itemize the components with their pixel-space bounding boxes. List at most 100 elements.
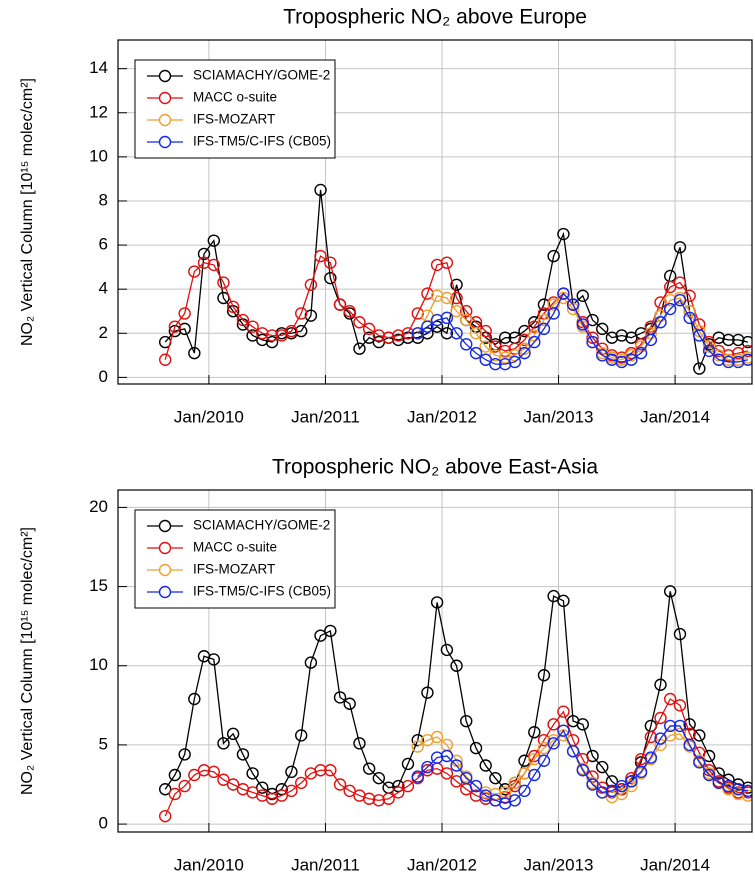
- chart-title: Tropospheric NO₂ above Europe: [283, 6, 587, 29]
- data-point: [411, 327, 424, 340]
- legend: SCIAMACHY/GOME-2 MACC o-suite IFS-MOZART IF…: [134, 509, 336, 609]
- data-point: [702, 340, 716, 353]
- data-point: [324, 256, 337, 269]
- data-point: [304, 309, 318, 322]
- data-point: [285, 765, 298, 779]
- data-point: [547, 718, 560, 731]
- data-point: [518, 342, 531, 355]
- legend-label: IFS-TM5/C-IFS (CB05): [193, 584, 331, 599]
- data-point: [382, 792, 395, 805]
- y-tick-label: 20: [89, 497, 108, 516]
- data-point: [479, 340, 492, 353]
- data-point: [741, 781, 752, 794]
- y-tick-label: 4: [99, 279, 108, 298]
- data-point: [440, 767, 454, 780]
- data-point: [722, 333, 735, 347]
- data-point: [217, 737, 230, 750]
- data-point: [508, 776, 522, 790]
- data-point: [508, 794, 522, 807]
- data-point: [304, 656, 318, 669]
- data-point: [411, 740, 424, 753]
- data-point: [188, 692, 201, 706]
- data-point: [430, 596, 444, 609]
- data-point: [469, 327, 483, 340]
- data-point: [440, 327, 454, 340]
- x-tick-label: Jan/2014: [640, 407, 710, 426]
- plot-area: [159, 585, 752, 823]
- data-point: [188, 265, 201, 278]
- data-point: [207, 653, 220, 666]
- data-point: [168, 320, 182, 333]
- data-point: [654, 732, 667, 745]
- data-point: [644, 333, 658, 347]
- data-point: [702, 344, 716, 358]
- y-tick-label: 14: [89, 58, 108, 77]
- data-point: [547, 733, 560, 747]
- data-point: [362, 322, 376, 336]
- series-line: [164, 189, 749, 371]
- data-point: [722, 783, 735, 796]
- data-point: [741, 353, 752, 366]
- data-point: [353, 737, 366, 750]
- data-point: [732, 783, 745, 796]
- data-point: [732, 355, 745, 369]
- data-point: [450, 659, 463, 672]
- data-point: [673, 719, 687, 733]
- series-line: [164, 698, 748, 817]
- data-point: [576, 289, 589, 302]
- data-point: [207, 258, 220, 272]
- plot-frame: [117, 489, 753, 833]
- data-point: [498, 357, 512, 371]
- data-point: [159, 783, 172, 796]
- data-point: [596, 322, 609, 336]
- x-tick-label: Jan/2010: [174, 407, 244, 426]
- data-point: [722, 355, 735, 369]
- data-point: [382, 331, 395, 344]
- x-tick-label: Jan/2013: [524, 855, 594, 874]
- data-point: [324, 624, 337, 638]
- data-point: [421, 686, 434, 699]
- x-tick-label: Jan/2012: [407, 407, 477, 426]
- data-point: [547, 737, 560, 750]
- data-point: [401, 779, 415, 793]
- data-point: [333, 691, 347, 704]
- data-point: [168, 768, 182, 782]
- panel: Tropospheric NO₂ above East-Asia NO₂ Vert…: [19, 456, 753, 874]
- data-point: [693, 362, 706, 375]
- data-point: [440, 256, 454, 269]
- data-point: [596, 760, 609, 774]
- data-point: [693, 729, 706, 742]
- data-point: [489, 357, 502, 371]
- y-tick-label: 0: [99, 367, 108, 386]
- data-point: [557, 724, 570, 737]
- data-point: [586, 778, 599, 791]
- legend-marker: [158, 135, 172, 149]
- data-point: [673, 241, 687, 254]
- data-point: [489, 771, 502, 785]
- data-point: [683, 718, 696, 731]
- data-point: [246, 320, 259, 333]
- data-point: [275, 783, 288, 796]
- series-line: [417, 292, 749, 365]
- data-point: [528, 749, 541, 763]
- data-point: [226, 300, 240, 314]
- data-point: [430, 730, 444, 744]
- data-point: [460, 714, 473, 728]
- x-tick-label: Jan/2012: [407, 855, 477, 874]
- data-point: [353, 342, 366, 355]
- data-point: [333, 778, 347, 791]
- data-point: [576, 764, 589, 777]
- series-line: [164, 255, 749, 360]
- data-point: [634, 765, 648, 779]
- data-point: [634, 752, 648, 766]
- data-point: [295, 324, 308, 338]
- data-point: [547, 249, 560, 263]
- data-point: [421, 287, 434, 300]
- x-tick-label: Jan/2014: [640, 855, 710, 874]
- x-tick-label: Jan/2011: [291, 855, 360, 874]
- data-point: [615, 355, 628, 369]
- y-axis-label: NO₂ Vertical Column [10¹⁵ molec/cm²]: [19, 527, 36, 795]
- data-point: [528, 726, 541, 739]
- data-point: [596, 786, 609, 799]
- data-point: [673, 276, 687, 289]
